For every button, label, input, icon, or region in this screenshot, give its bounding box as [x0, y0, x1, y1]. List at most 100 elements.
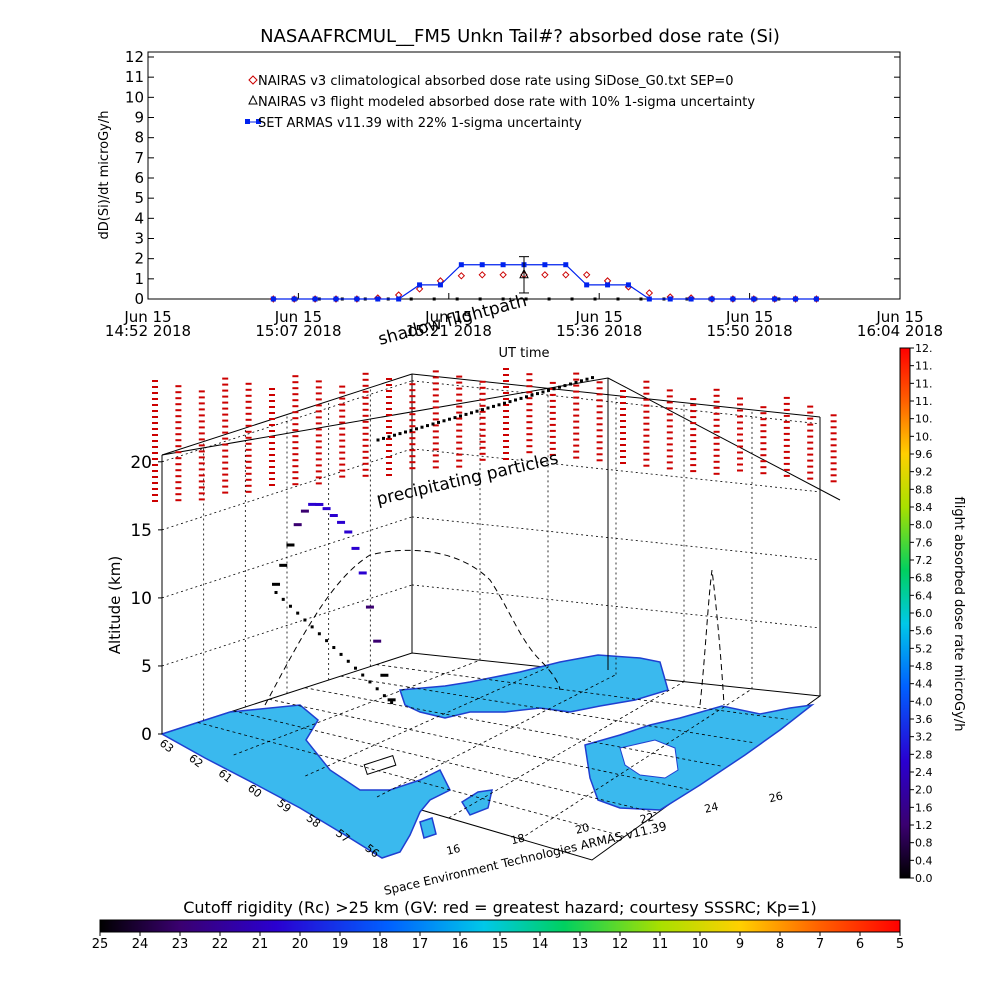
particle-mark — [198, 414, 205, 417]
x-tick-label: 15:07 2018 — [255, 322, 341, 340]
particle-mark — [175, 421, 182, 424]
climatological-point — [645, 289, 654, 297]
particle-mark — [573, 420, 580, 423]
particle-mark — [198, 492, 205, 495]
particle-mark — [432, 412, 439, 415]
particle-mark — [222, 449, 229, 452]
particle-mark — [245, 406, 252, 409]
particle-mark — [783, 420, 790, 423]
particle-mark — [456, 465, 463, 468]
particle-mark — [269, 454, 275, 456]
particle-mark — [713, 394, 720, 397]
y-tick-label: 0 — [134, 290, 144, 308]
particle-mark — [643, 410, 650, 413]
rigidity-tick-label: 7 — [816, 937, 824, 952]
particle-mark — [526, 451, 533, 454]
particle-mark — [175, 475, 182, 478]
x-tick-label: Jun 15 — [424, 308, 472, 326]
particle-mark — [479, 446, 486, 449]
x-tick-label: 15:21 2018 — [406, 322, 492, 340]
particle-mark — [152, 398, 158, 400]
rigidity-tick-label: 15 — [492, 937, 509, 952]
shadow-track-point — [398, 432, 402, 436]
particle-mark — [643, 434, 650, 437]
particle-mark — [245, 400, 252, 403]
x-tick-label: Jun 15 — [725, 308, 773, 326]
ground-track-point — [274, 590, 278, 594]
rigidity-tick-label: 14 — [532, 937, 549, 952]
particle-mark — [783, 414, 790, 417]
particle-mark — [713, 406, 720, 409]
particle-mark — [362, 414, 369, 417]
particle-mark — [175, 451, 182, 454]
armas-point — [437, 282, 443, 288]
land-patch — [619, 739, 679, 779]
shadow-track-point — [464, 412, 468, 416]
particle-mark — [386, 384, 392, 386]
particle-mark — [830, 456, 837, 459]
z-tick-label: 20 — [130, 453, 152, 473]
particle-mark — [292, 417, 299, 420]
particle-mark — [503, 452, 509, 454]
particle-mark — [737, 445, 743, 448]
particle-mark — [386, 474, 392, 476]
particle-mark — [830, 474, 837, 477]
shadow-flightpath-top — [376, 376, 594, 442]
particle-mark — [245, 394, 252, 397]
particle-mark — [175, 481, 182, 484]
floor-grid-line — [376, 674, 617, 798]
particle-mark — [245, 388, 252, 391]
ground-track-point — [339, 652, 343, 656]
flight-track-point — [308, 502, 317, 506]
particle-mark — [222, 491, 229, 494]
shadow-track-point — [409, 428, 413, 432]
legend-marker-triangle — [248, 94, 258, 105]
particle-mark — [503, 398, 509, 400]
armas-point — [709, 296, 715, 302]
particle-mark — [362, 378, 369, 381]
particle-mark — [549, 423, 556, 426]
particle-mark — [643, 458, 650, 461]
particle-mark — [620, 420, 626, 422]
particle-mark — [339, 469, 346, 472]
particle-mark — [737, 427, 743, 430]
particle-mark — [245, 478, 252, 481]
flight-track-point — [380, 673, 389, 677]
particle-mark — [292, 471, 299, 474]
particle-mark — [409, 437, 416, 440]
particle-mark — [456, 375, 463, 378]
particle-mark — [526, 409, 533, 412]
particle-mark — [830, 462, 837, 465]
particle-mark — [269, 400, 275, 402]
particle-mark — [456, 459, 463, 462]
particle-mark — [549, 411, 556, 414]
particle-mark — [175, 493, 182, 496]
particle-mark — [269, 484, 275, 486]
particle-mark — [315, 386, 322, 389]
particle-mark — [432, 418, 439, 421]
particle-mark — [807, 447, 814, 450]
floor-grid — [197, 659, 788, 840]
dose-colorbar-ticks: 0.0 0.4 0.8 1.2 1.6 2.0 2.4 2.8 3.2 3.6 4.0 4.4 4.8 5… — [910, 342, 933, 885]
flight-track-point — [293, 523, 302, 527]
particle-mark — [526, 439, 533, 442]
particle-mark — [760, 406, 767, 409]
dose-colorbar-tick-label: 12. — [915, 342, 933, 355]
particle-mark — [596, 393, 603, 396]
dose-colorbar-tick-label: 6.0 — [915, 607, 933, 620]
longitude-tick-label: 20 — [574, 821, 591, 837]
flight-model-point — [519, 268, 529, 279]
sea-region-west — [160, 704, 452, 859]
ground-track-point — [390, 701, 394, 705]
particle-mark — [222, 419, 229, 422]
shadow-track-point — [525, 395, 528, 399]
dose-colorbar-tick-label: 0.0 — [915, 872, 933, 885]
ground-track-point — [317, 632, 321, 636]
particle-mark — [456, 453, 463, 456]
particle-mark — [152, 440, 158, 442]
particle-mark — [737, 409, 743, 412]
particle-mark — [666, 461, 673, 464]
particle-mark — [479, 422, 486, 425]
particle-mark — [175, 385, 182, 388]
